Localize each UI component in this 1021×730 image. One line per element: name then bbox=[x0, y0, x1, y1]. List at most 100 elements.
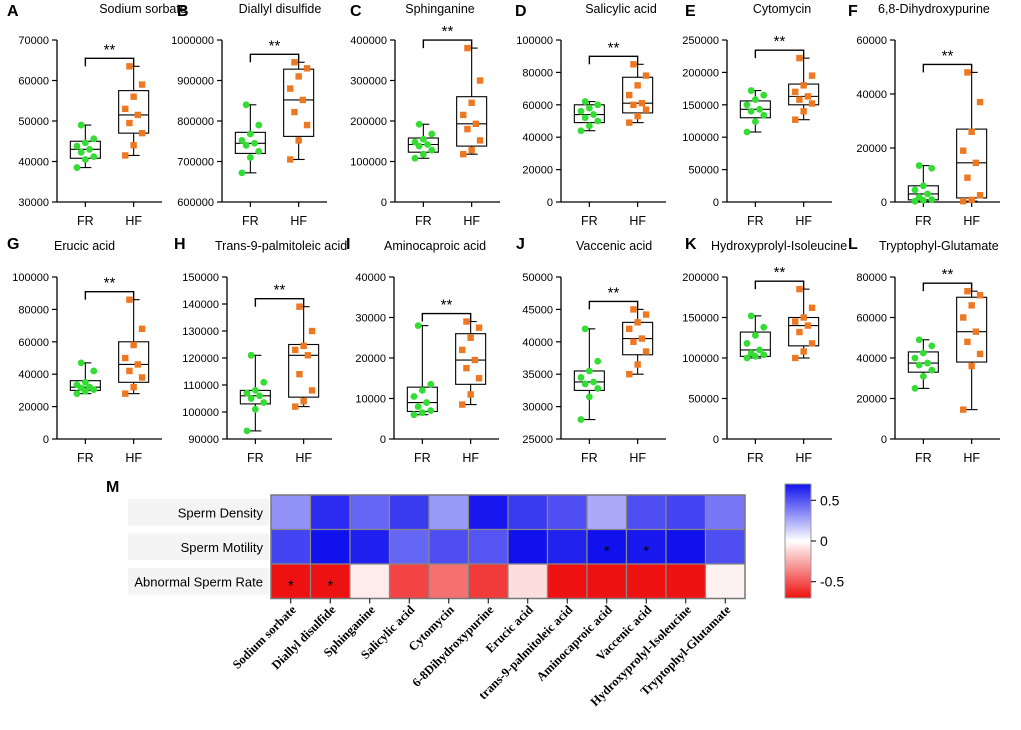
data-point bbox=[308, 387, 316, 394]
y-tick-label: 140000 bbox=[182, 299, 219, 311]
data-point bbox=[743, 340, 751, 347]
panel-m: M Sperm Density Sperm Motility Abnormal Spe… bbox=[106, 479, 844, 709]
box-iqr bbox=[118, 90, 150, 134]
x-tick-label: HF bbox=[963, 451, 980, 465]
data-point bbox=[924, 190, 931, 198]
data-point bbox=[73, 164, 81, 171]
data-point bbox=[928, 164, 936, 172]
heatmap-cell bbox=[388, 563, 430, 600]
heatmap-cell bbox=[704, 494, 746, 531]
data-point bbox=[475, 324, 483, 331]
box-iqr bbox=[456, 96, 488, 147]
data-point bbox=[964, 287, 971, 295]
data-point bbox=[747, 107, 755, 115]
x-tick-label: FR bbox=[915, 451, 932, 465]
box-iqr bbox=[622, 76, 654, 114]
data-point bbox=[585, 393, 593, 401]
heatmap-cell bbox=[507, 563, 549, 600]
significance-label: ** bbox=[441, 297, 453, 314]
heatmap-cell bbox=[704, 563, 746, 600]
box-fr bbox=[739, 87, 771, 136]
panel-letter: E bbox=[685, 3, 696, 20]
data-point bbox=[630, 338, 637, 345]
box-fr bbox=[234, 101, 266, 177]
x-tick-label: FR bbox=[414, 451, 431, 465]
data-point bbox=[90, 135, 98, 143]
data-point bbox=[590, 378, 597, 386]
data-point bbox=[260, 399, 268, 406]
box-hf bbox=[788, 54, 820, 123]
heatmap-cell bbox=[665, 494, 707, 531]
data-point bbox=[915, 193, 923, 201]
data-point bbox=[138, 325, 146, 333]
data-point bbox=[756, 346, 763, 354]
data-point bbox=[642, 72, 650, 79]
box-hf bbox=[788, 285, 820, 362]
data-point bbox=[594, 117, 602, 125]
box-hf bbox=[455, 318, 487, 408]
box-iqr bbox=[956, 128, 988, 199]
colorbar-tick-label: 0 bbox=[820, 533, 828, 549]
data-point bbox=[972, 159, 980, 167]
y-tick-label: 800000 bbox=[177, 116, 214, 128]
heatmap-cell bbox=[467, 494, 509, 531]
data-point bbox=[411, 154, 419, 162]
data-point bbox=[247, 351, 255, 359]
data-point bbox=[743, 101, 751, 109]
y-tick-label: 200000 bbox=[350, 116, 387, 128]
data-point bbox=[303, 121, 311, 129]
data-point bbox=[295, 137, 302, 144]
data-point bbox=[928, 196, 936, 203]
x-tick-label: HF bbox=[463, 214, 480, 228]
heatmap-cell bbox=[586, 563, 628, 600]
y-tick-label: 0 bbox=[547, 197, 553, 209]
panel-title: Erucic acid bbox=[54, 239, 115, 253]
heatmap-cell bbox=[665, 528, 707, 565]
data-point bbox=[463, 364, 470, 372]
data-point bbox=[427, 380, 435, 388]
data-point bbox=[299, 96, 307, 104]
x-tick-label: HF bbox=[290, 214, 307, 228]
data-point bbox=[81, 378, 89, 386]
data-point bbox=[308, 327, 316, 335]
data-point bbox=[138, 129, 146, 137]
panel-letter: F bbox=[848, 3, 858, 20]
panel-b: B Diallyl disulfide 600000 700000 800000 9000… bbox=[171, 2, 327, 228]
data-point bbox=[300, 398, 307, 405]
data-point bbox=[134, 111, 142, 119]
y-tick-label: 150000 bbox=[682, 313, 719, 325]
y-tick-label: 25000 bbox=[522, 434, 553, 446]
data-point bbox=[238, 169, 246, 177]
data-point bbox=[577, 374, 585, 381]
data-point bbox=[411, 138, 419, 146]
y-tick-label: 0 bbox=[380, 434, 386, 446]
data-point bbox=[747, 87, 755, 94]
significance-bracket bbox=[922, 282, 973, 292]
heatmap-cell bbox=[270, 494, 312, 531]
data-point bbox=[303, 65, 311, 72]
x-tick-label: FR bbox=[415, 214, 432, 228]
data-point bbox=[796, 96, 803, 103]
heatmap-cell bbox=[309, 494, 351, 531]
data-point bbox=[130, 142, 137, 149]
data-point bbox=[634, 319, 641, 326]
data-point bbox=[134, 361, 142, 368]
box-iqr bbox=[956, 296, 988, 363]
data-point bbox=[581, 98, 589, 105]
data-point bbox=[919, 372, 927, 380]
data-point bbox=[968, 302, 975, 309]
panel-title: Vaccenic acid bbox=[576, 239, 652, 253]
data-point bbox=[585, 367, 593, 375]
y-tick-label: 0 bbox=[881, 197, 887, 209]
panel-title: Cytomycin bbox=[753, 2, 811, 16]
data-point bbox=[460, 151, 467, 158]
data-point bbox=[964, 69, 971, 76]
data-point bbox=[804, 93, 812, 100]
heatmap-cell bbox=[625, 563, 667, 600]
y-tick-label: 40000 bbox=[522, 337, 553, 349]
y-tick-label: 40000 bbox=[355, 272, 386, 284]
panel-letter: K bbox=[685, 236, 697, 253]
x-tick-label: FR bbox=[581, 451, 598, 465]
data-point bbox=[642, 348, 650, 355]
y-tick-label: 120000 bbox=[182, 353, 219, 365]
